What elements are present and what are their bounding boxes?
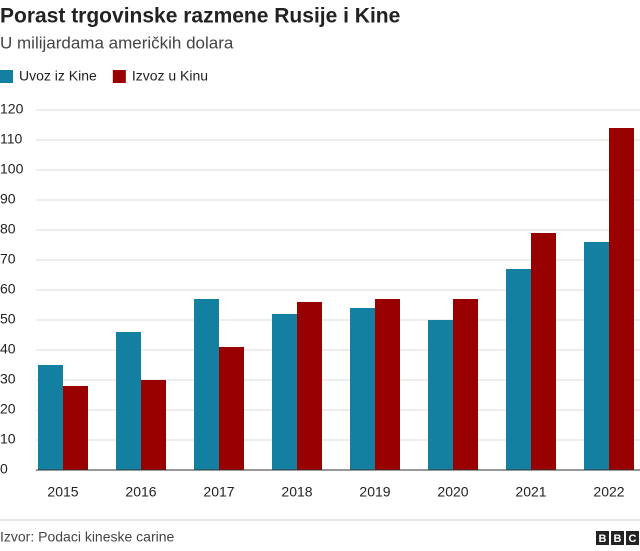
x-tick-label: 2022	[593, 484, 624, 500]
bar	[297, 302, 322, 470]
logo-box	[596, 531, 609, 545]
bar	[194, 299, 219, 470]
y-tick-label: 110	[0, 131, 23, 147]
bar	[375, 299, 400, 470]
x-tick-label: 2015	[47, 484, 78, 500]
chart-subtitle: U milijardama američkih dolara	[0, 33, 234, 52]
y-tick-label: 100	[0, 161, 24, 177]
y-tick-label: 70	[0, 251, 16, 267]
y-tick-label: 0	[0, 461, 8, 477]
y-tick-label: 50	[0, 311, 16, 327]
bar	[506, 269, 531, 470]
bar	[38, 365, 63, 470]
x-tick-label: 2017	[203, 484, 234, 500]
x-tick-label: 2019	[359, 484, 390, 500]
bar	[584, 242, 609, 470]
bar	[453, 299, 478, 470]
logo-box	[611, 531, 624, 545]
legend-swatch	[112, 70, 126, 83]
y-tick-label: 20	[0, 401, 16, 417]
y-tick-label: 120	[0, 101, 24, 117]
y-tick-label: 30	[0, 371, 16, 387]
y-tick-label: 80	[0, 221, 16, 237]
bar	[63, 386, 88, 470]
y-tick-label: 40	[0, 341, 16, 357]
bar	[428, 320, 453, 470]
bar	[219, 347, 244, 470]
bar	[609, 128, 634, 470]
y-tick-label: 90	[0, 191, 16, 207]
bar	[272, 314, 297, 470]
bar	[350, 308, 375, 470]
legend-label: Izvoz u Kinu	[132, 68, 208, 84]
legend-swatch	[0, 70, 13, 83]
legend-label: Uvoz iz Kine	[19, 68, 97, 84]
chart-title: Porast trgovinske razmene Rusije i Kine	[0, 5, 400, 28]
x-tick-label: 2016	[125, 484, 156, 500]
logo-letter: C	[629, 533, 637, 545]
source-note: Izvor: Podaci kineske carine	[0, 529, 175, 545]
y-tick-label: 60	[0, 281, 16, 297]
x-tick-label: 2021	[515, 484, 546, 500]
bar	[141, 380, 166, 470]
bar	[531, 233, 556, 470]
x-tick-label: 2018	[281, 484, 312, 500]
x-tick-label: 2020	[437, 484, 468, 500]
logo-box	[626, 531, 639, 545]
logo-letter: B	[614, 533, 622, 545]
y-tick-label: 10	[0, 431, 16, 447]
logo-letter: B	[599, 533, 607, 545]
bar	[116, 332, 141, 470]
